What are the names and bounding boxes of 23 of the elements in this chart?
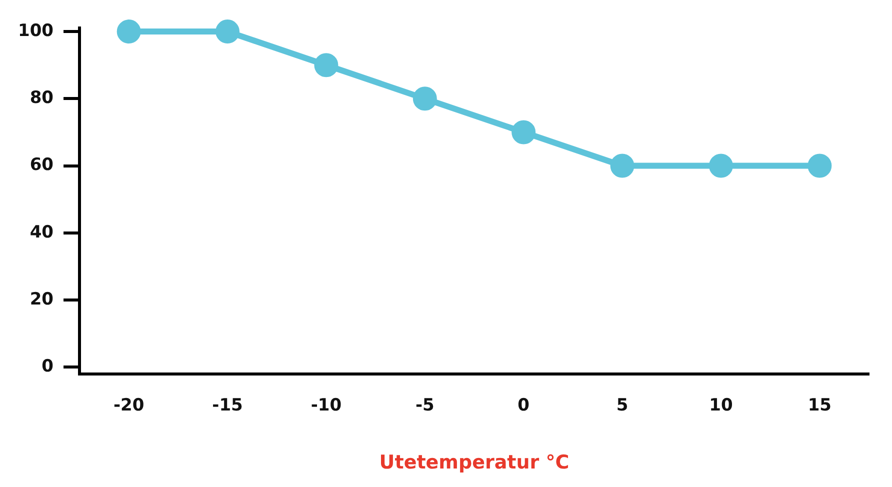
point xyxy=(610,154,634,178)
point xyxy=(412,86,437,111)
point xyxy=(116,20,141,44)
x-tick-label: -10 xyxy=(310,395,342,416)
x-axis-title: Utetemperatur °C xyxy=(379,452,570,474)
y-tick-label: 60 xyxy=(30,155,54,176)
x-tick-label: -15 xyxy=(212,395,243,416)
x-tick-label: 0 xyxy=(518,395,530,416)
y-tick-label: 80 xyxy=(30,88,54,108)
y-tick-label: 40 xyxy=(30,222,54,242)
point xyxy=(808,154,832,178)
x-tick-label: 10 xyxy=(709,395,733,416)
point xyxy=(512,120,536,144)
x-tick-label: -20 xyxy=(113,395,144,416)
y-tick-label: 0 xyxy=(42,356,54,377)
x-tick-label: -5 xyxy=(415,395,434,416)
x-tick-label: 15 xyxy=(808,395,832,416)
y-tick-label: 100 xyxy=(18,20,54,41)
point xyxy=(314,53,338,78)
y-tick-label: 20 xyxy=(30,289,54,310)
x-tick-label: 5 xyxy=(616,395,628,416)
point xyxy=(708,154,733,178)
point xyxy=(216,20,240,44)
